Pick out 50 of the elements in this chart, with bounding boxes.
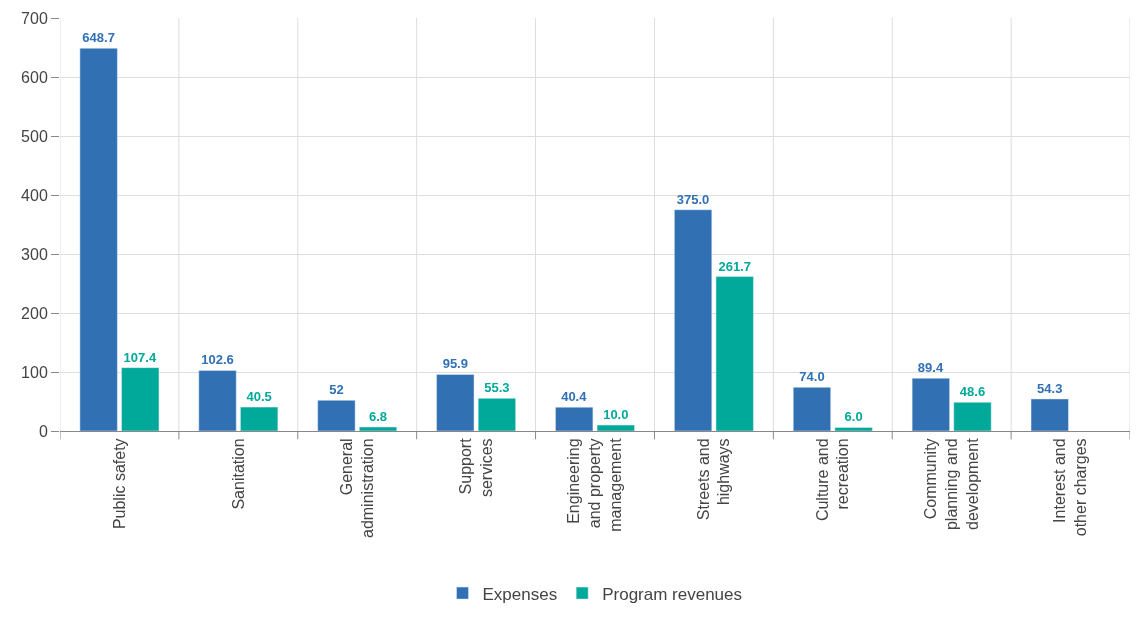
- bar: [834, 427, 873, 431]
- data-label: 6.0: [844, 409, 863, 425]
- data-label: 40.5: [246, 389, 272, 405]
- y-tick-label: 0: [38, 422, 48, 440]
- bar: [596, 424, 635, 431]
- x-tick-label: General administration: [338, 438, 376, 539]
- data-label: 52: [329, 382, 344, 398]
- bar: [953, 402, 992, 431]
- y-tick-label: 100: [21, 363, 48, 381]
- x-tick-label: Public safety: [110, 438, 128, 530]
- bar: [317, 400, 356, 431]
- data-label: 54.3: [1037, 380, 1063, 396]
- y-tick-label: 400: [21, 186, 48, 204]
- data-label: 48.6: [959, 384, 986, 400]
- y-tick-label: 500: [21, 127, 48, 145]
- y-tick-label: 700: [21, 9, 48, 27]
- bar: [121, 367, 160, 431]
- data-label: 107.4: [123, 349, 157, 365]
- data-label: 74.0: [799, 369, 825, 385]
- x-tick-label: Culture and recreation: [813, 438, 852, 522]
- x-tick-label: Streets and highways: [694, 438, 733, 521]
- bar: [674, 209, 713, 431]
- legend-label: Program revenues: [602, 584, 743, 604]
- bar: [198, 370, 237, 431]
- data-label: 55.3: [484, 380, 510, 396]
- bar: [359, 426, 397, 431]
- legend-label: Expenses: [482, 584, 558, 604]
- y-tick-label: 200: [21, 304, 48, 322]
- bar: [1030, 398, 1069, 431]
- data-label: 648.7: [82, 30, 115, 46]
- y-tick-label: 300: [21, 245, 48, 263]
- data-label: 261.7: [718, 258, 751, 274]
- data-label: 89.4: [917, 360, 944, 376]
- bar: [436, 374, 475, 431]
- data-label: 6.8: [368, 408, 388, 424]
- data-label: 102.6: [201, 352, 234, 368]
- bar: [79, 48, 118, 431]
- bar: [715, 276, 754, 431]
- bar: [911, 378, 950, 431]
- x-tick-label: Sanitation: [229, 438, 247, 510]
- data-label: 40.4: [561, 389, 588, 405]
- x-tick-label: Support services: [456, 437, 495, 498]
- bar: [477, 398, 516, 431]
- y-tick-label: 600: [21, 68, 48, 86]
- data-label: 375.0: [676, 191, 710, 207]
- data-label: 10.0: [603, 407, 629, 423]
- bar: [793, 387, 831, 431]
- bar: [555, 406, 594, 431]
- data-label: 95.9: [442, 356, 468, 372]
- bar: [240, 406, 279, 431]
